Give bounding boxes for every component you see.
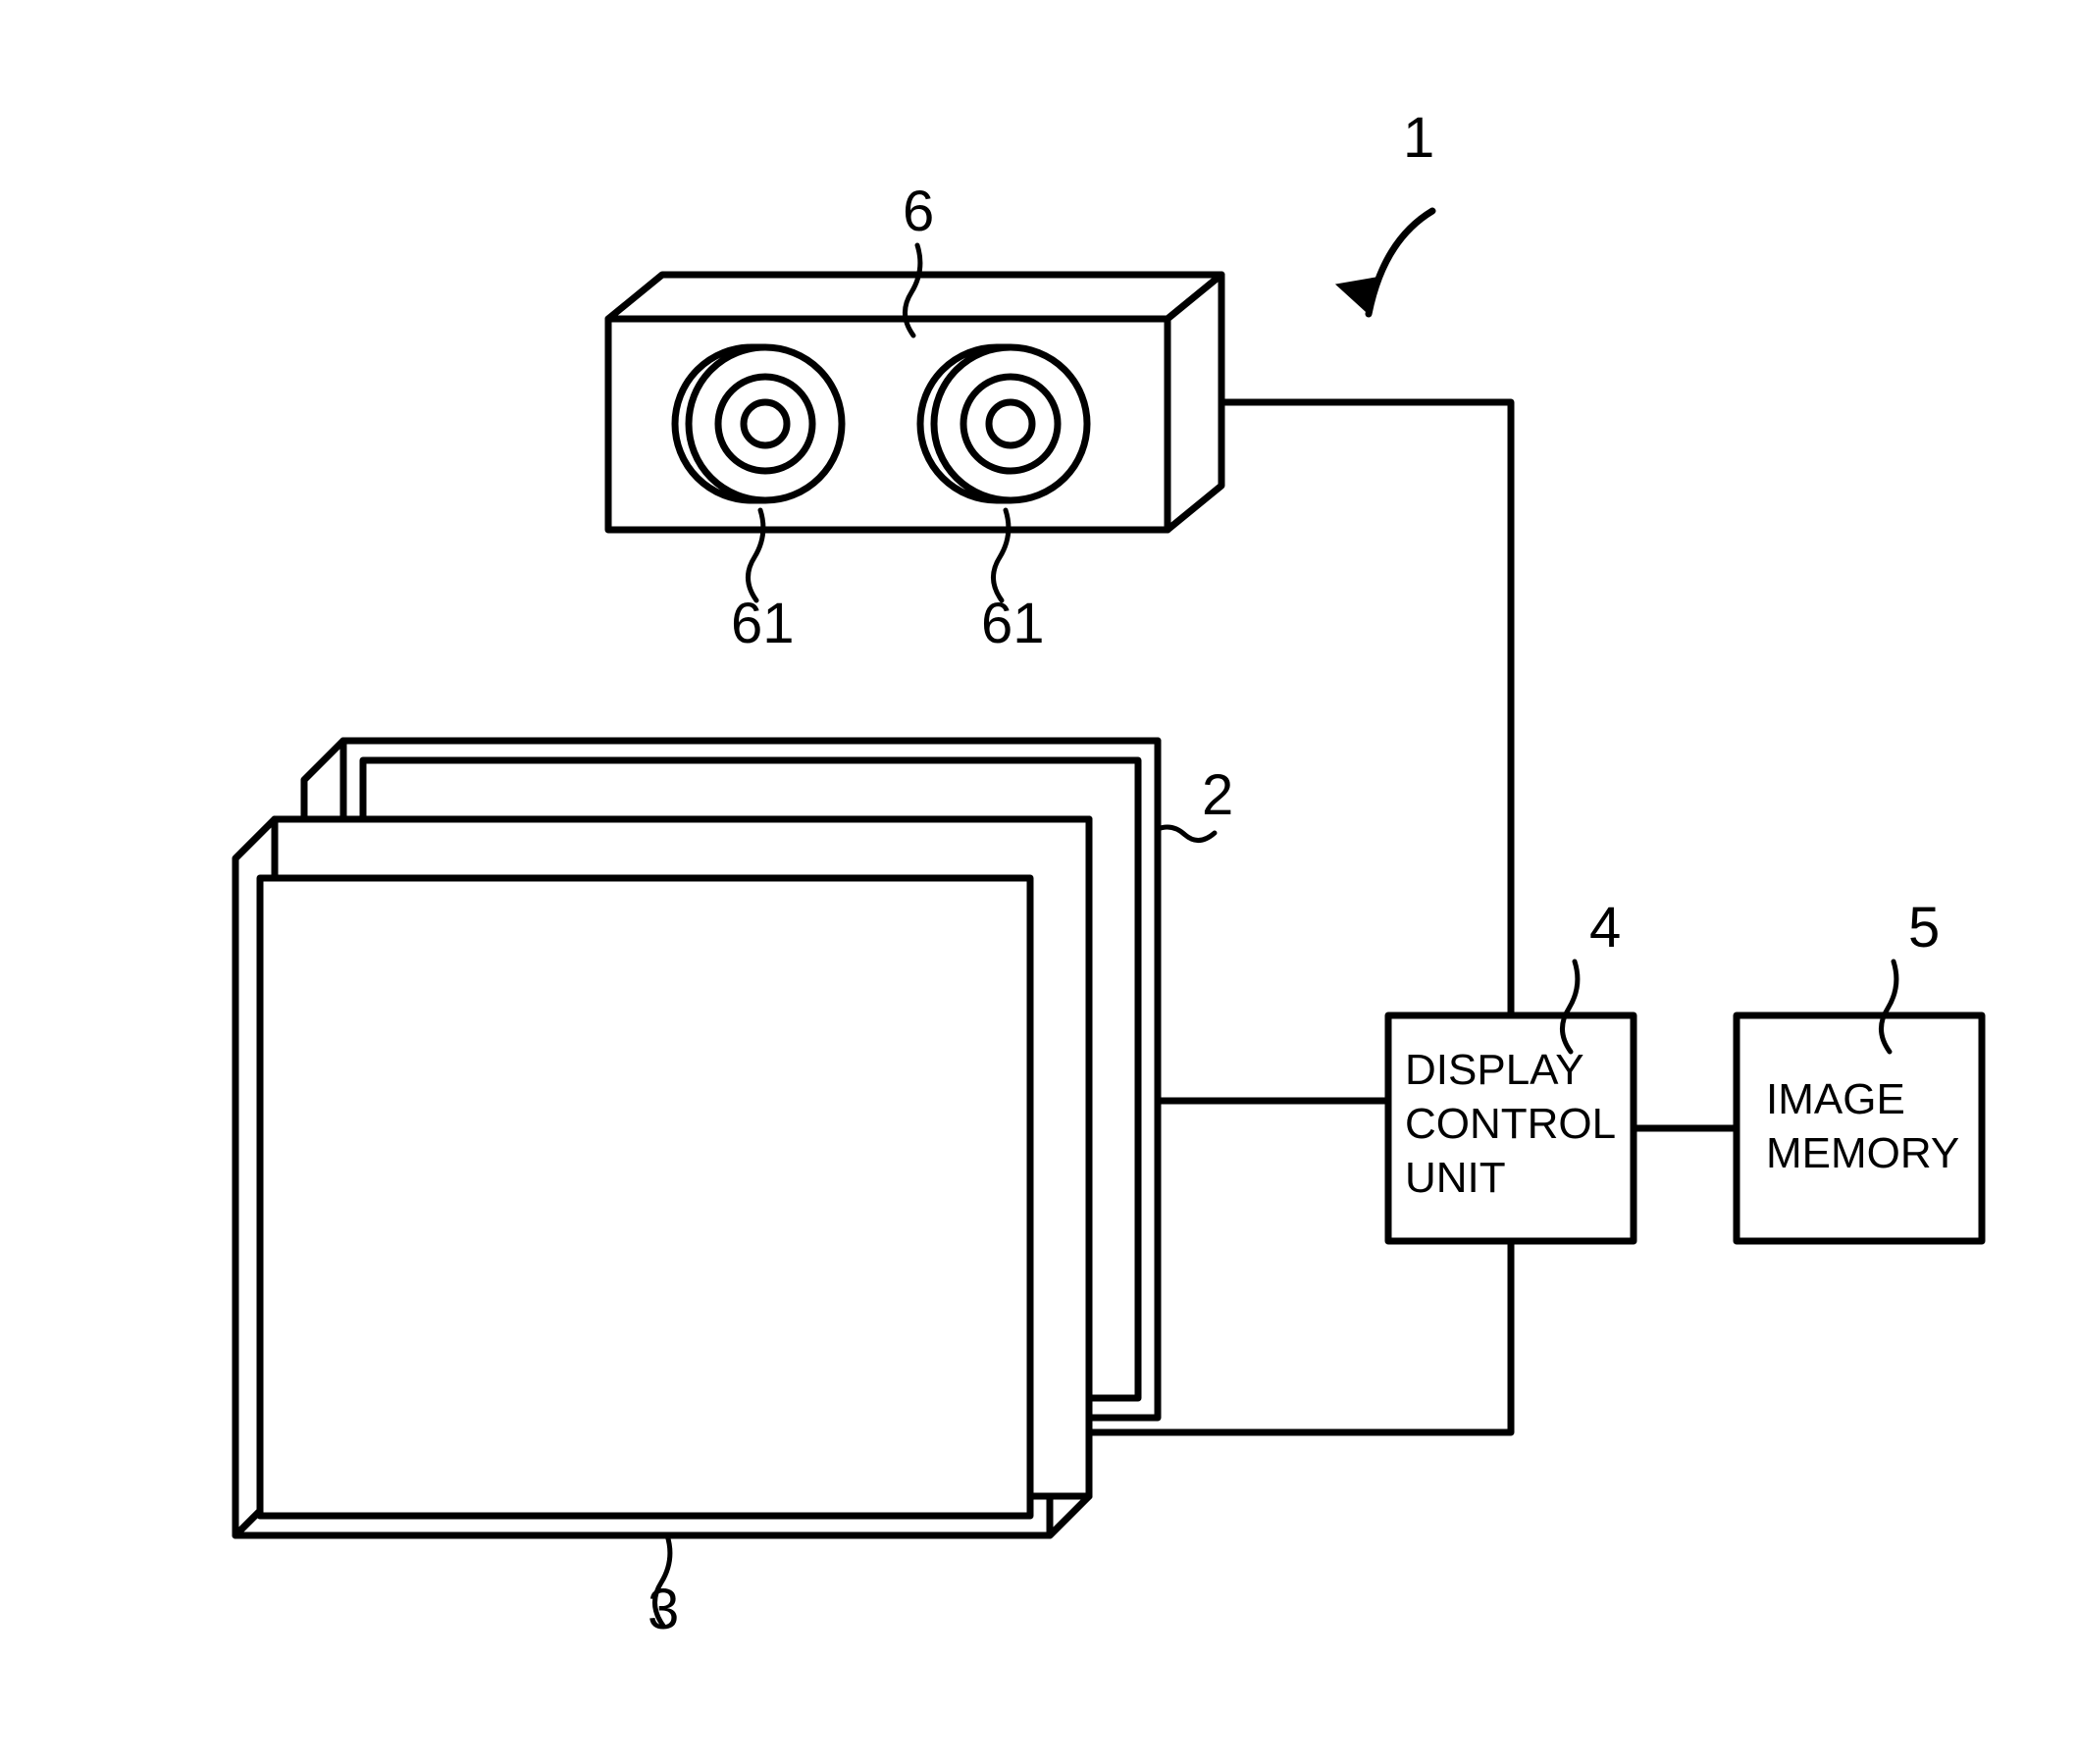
image-memory-line2: MEMORY xyxy=(1766,1129,1959,1177)
shape xyxy=(1737,1015,1982,1241)
image-memory-label: 5 xyxy=(1908,896,1940,960)
camera-label: 6 xyxy=(903,180,934,243)
control-unit-line2: CONTROL xyxy=(1405,1100,1616,1148)
system-label: 1 xyxy=(1403,106,1434,170)
diagram-canvas: 1 6 61 61 2 3 DISPLAY CONTROL UNIT 4 IMAGE MEMORY 5 xyxy=(0,0,2076,1764)
control-unit-label: 4 xyxy=(1589,896,1621,960)
shape xyxy=(1158,827,1215,841)
shape xyxy=(744,402,787,445)
shape xyxy=(1168,275,1221,530)
wire-0 xyxy=(1221,402,1511,1015)
lens-right-label: 61 xyxy=(981,592,1045,655)
control-unit-line1: DISPLAY xyxy=(1405,1046,1584,1094)
shape xyxy=(1336,277,1381,314)
image-memory-line1: IMAGE xyxy=(1766,1075,1905,1123)
front-panel-label: 3 xyxy=(648,1578,679,1641)
shape xyxy=(260,878,1030,1516)
rear-panel-label: 2 xyxy=(1202,763,1233,827)
shape xyxy=(989,402,1032,445)
lens-left-label: 61 xyxy=(731,592,795,655)
shape xyxy=(1369,211,1432,314)
control-unit-line3: UNIT xyxy=(1405,1154,1506,1202)
